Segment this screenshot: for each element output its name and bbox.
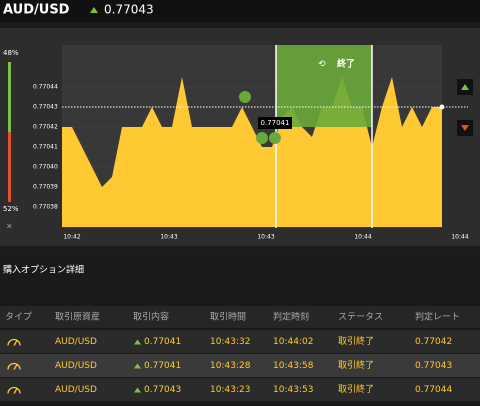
column-header: ステータス xyxy=(338,312,383,323)
trade-marker xyxy=(239,91,251,103)
x-tick-label: 10:44 xyxy=(451,234,468,241)
y-tick-label: 0.77039 xyxy=(33,184,58,191)
table-row xyxy=(0,330,480,353)
column-header: 取引内容 xyxy=(133,311,169,323)
up-arrow xyxy=(134,339,141,345)
up-arrow xyxy=(134,363,141,369)
column-header: 判定レート xyxy=(415,311,460,323)
zone-label: 終了 xyxy=(337,58,355,70)
section-title: 購入オプション詳細 xyxy=(3,264,84,276)
type-icon xyxy=(7,362,21,370)
current-price-dot xyxy=(439,104,445,110)
cell: 0.77041 xyxy=(144,337,181,347)
cell: 取引終了 xyxy=(338,383,374,395)
cell: AUD/USD xyxy=(55,385,97,395)
cell: 0.77041 xyxy=(144,361,181,371)
x-tick-label: 10:42 xyxy=(63,234,80,241)
cell: 0.77043 xyxy=(415,361,452,371)
cell: 10:43:28 xyxy=(210,361,251,371)
cell: AUD/USD xyxy=(55,337,97,347)
cell: 10:43:23 xyxy=(210,385,250,395)
table-header xyxy=(0,306,480,328)
down-bar xyxy=(8,132,11,202)
table-row xyxy=(0,378,480,401)
x-tick-label: 10:43 xyxy=(160,234,177,241)
down-pct: 52% xyxy=(3,205,19,213)
trade-zone xyxy=(276,45,372,127)
zone-icon: ⟲ xyxy=(318,60,326,70)
y-tick-label: 0.77042 xyxy=(33,124,58,131)
cell: 0.77042 xyxy=(415,337,452,347)
y-tick-label: 0.77044 xyxy=(33,84,58,91)
up-arrow xyxy=(134,387,141,393)
x-tick-label: 10:44 xyxy=(354,234,371,241)
up-pct: 48% xyxy=(3,49,19,57)
y-tick-label: 0.77041 xyxy=(33,144,58,151)
column-header: 取引時間 xyxy=(210,312,246,323)
column-header: 判定時刻 xyxy=(273,311,309,323)
up-bar xyxy=(8,62,11,132)
header-bar xyxy=(0,0,480,22)
table-row xyxy=(0,354,480,377)
cell: 0.77044 xyxy=(415,385,452,395)
cell: 10:43:53 xyxy=(273,385,313,395)
up-arrow xyxy=(90,7,98,13)
cell: 取引終了 xyxy=(338,335,374,347)
put-icon xyxy=(461,125,469,131)
call-icon xyxy=(461,84,469,90)
marker-label-box xyxy=(258,117,292,129)
close[interactable]: × xyxy=(6,222,13,231)
y-tick-label: 0.77043 xyxy=(33,104,58,111)
cell: 0.77043 xyxy=(144,385,181,395)
price: 0.77043 xyxy=(104,3,154,17)
marker-label: 0.77041 xyxy=(261,119,290,127)
column-header: 取引原資産 xyxy=(55,311,100,323)
cell: 10:43:32 xyxy=(210,337,250,347)
y-tick-label: 0.77038 xyxy=(33,204,58,211)
type-icon xyxy=(7,338,21,346)
x-tick-label: 10:43 xyxy=(257,234,274,241)
trade-marker xyxy=(256,132,268,144)
y-tick-label: 0.77040 xyxy=(33,164,58,171)
cell: AUD/USD xyxy=(55,361,97,371)
cell: 10:43:58 xyxy=(273,361,314,371)
cell: 10:44:02 xyxy=(273,337,313,347)
trade-marker xyxy=(269,132,281,144)
type-icon xyxy=(7,386,21,394)
cell: 取引終了 xyxy=(338,359,374,371)
pair: AUD/USD xyxy=(3,3,70,18)
column-header: タイプ xyxy=(5,312,32,323)
